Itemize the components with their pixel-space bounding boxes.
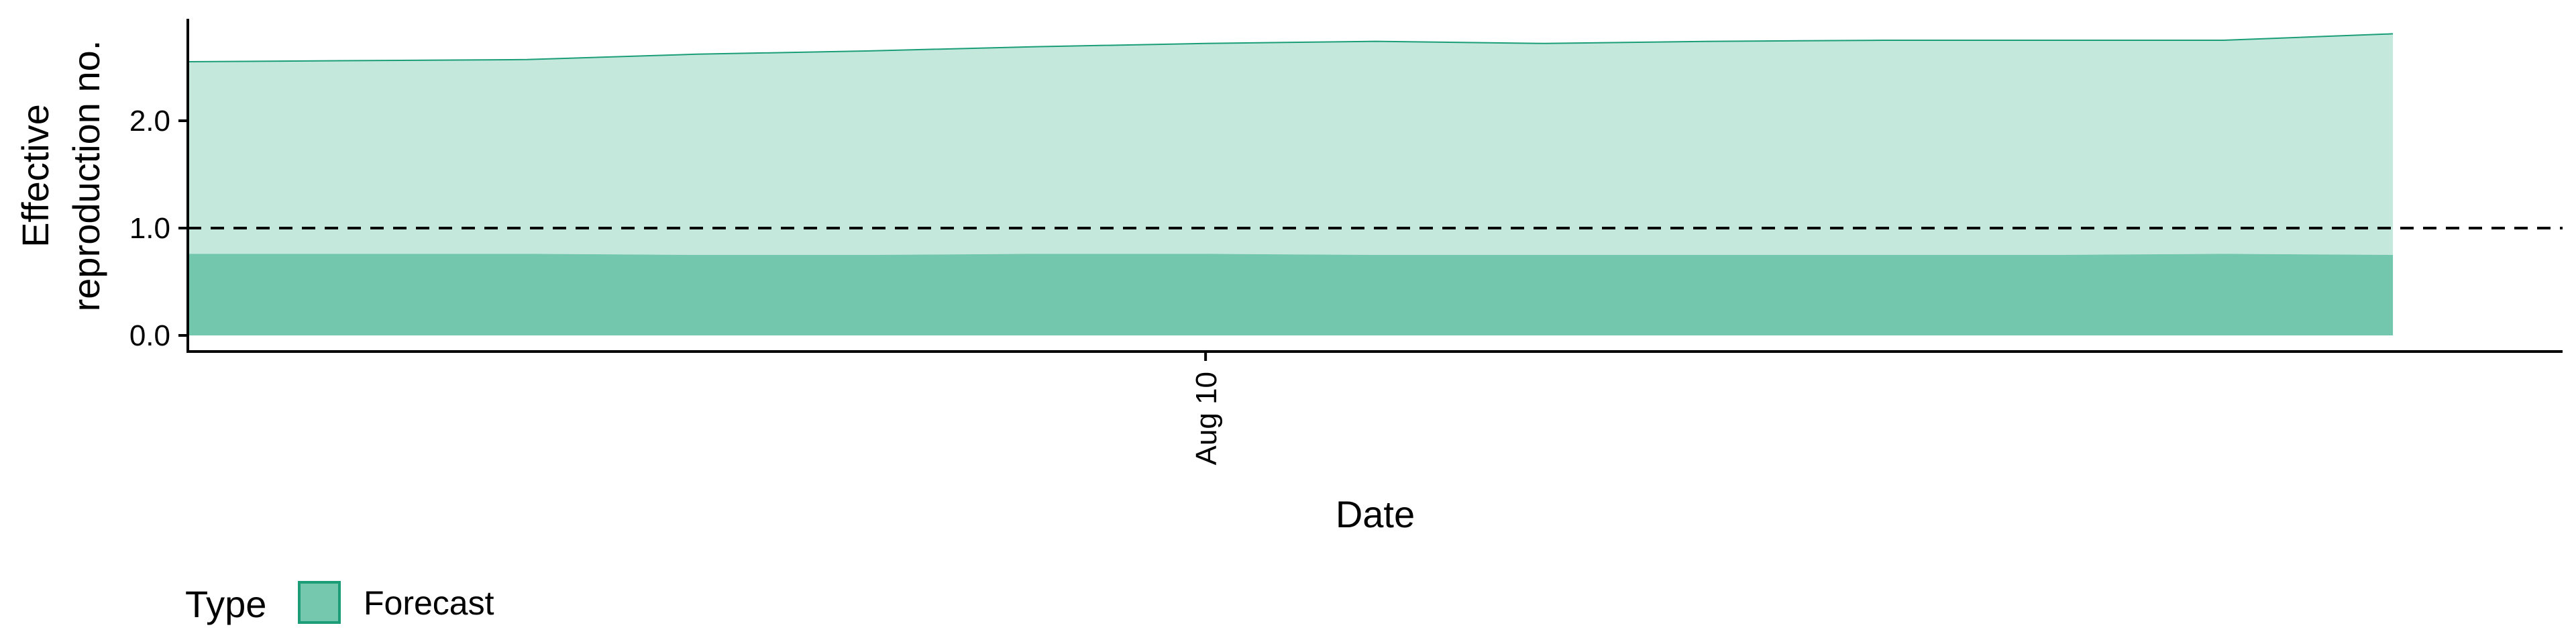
legend-swatch-forecast [298, 581, 341, 624]
y-axis-ticks: 0.0 1.0 2.0 [129, 105, 188, 352]
x-axis-title: Date [1336, 493, 1415, 535]
y-tick-label: 2.0 [129, 105, 170, 138]
y-axis-title: Effective reproduction no. [14, 40, 107, 312]
x-axis-ticks: Aug 10 [1190, 352, 1223, 465]
y-tick-label: 1.0 [129, 212, 170, 245]
y-tick-label: 0.0 [129, 319, 170, 352]
outer-band-forecast [188, 34, 2394, 256]
legend-title: Type [185, 583, 266, 625]
inner-band-forecast [188, 254, 2394, 335]
upper-edge-line-forecast [187, 33, 2394, 62]
legend: Type Forecast [185, 581, 494, 625]
y-axis-title-line-2: reproduction no. [65, 40, 107, 312]
x-tick-label: Aug 10 [1190, 372, 1223, 465]
legend-label-forecast: Forecast [364, 584, 494, 622]
plot-area [187, 33, 2394, 335]
y-axis-title-line-1: Effective [14, 104, 56, 248]
